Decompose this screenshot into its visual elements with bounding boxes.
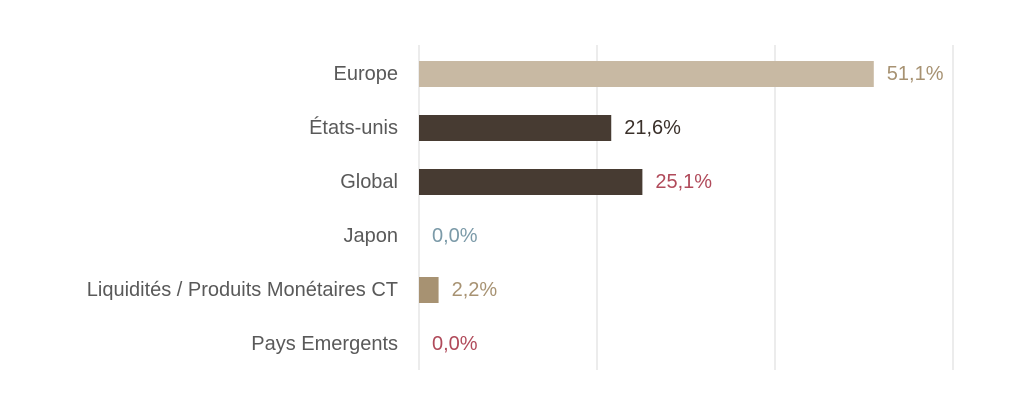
- bar: [419, 115, 612, 141]
- bars: [419, 61, 874, 303]
- category-labels: Europe États-unis Global Japon Liquidités / …: [87, 63, 398, 355]
- value-labels: 51,1% 21,6% 25,1% 0,0% 2,2% 0,0%: [432, 63, 944, 355]
- bar: [419, 169, 643, 195]
- value-label: 2,2%: [452, 279, 498, 301]
- value-label: 51,1%: [887, 63, 944, 85]
- category-label: Global: [340, 171, 398, 193]
- gridlines: [418, 45, 954, 370]
- value-label: 0,0%: [432, 333, 478, 355]
- category-label: Pays Emergents: [251, 333, 398, 355]
- value-label: 21,6%: [624, 117, 681, 139]
- value-label: 25,1%: [655, 171, 712, 193]
- value-label: 0,0%: [432, 225, 478, 247]
- category-label: Japon: [344, 225, 399, 247]
- category-label: États-unis: [309, 116, 398, 139]
- category-label: Liquidités / Produits Monétaires CT: [87, 279, 398, 301]
- bar: [419, 277, 439, 303]
- bar: [419, 61, 874, 87]
- category-label: Europe: [334, 63, 399, 85]
